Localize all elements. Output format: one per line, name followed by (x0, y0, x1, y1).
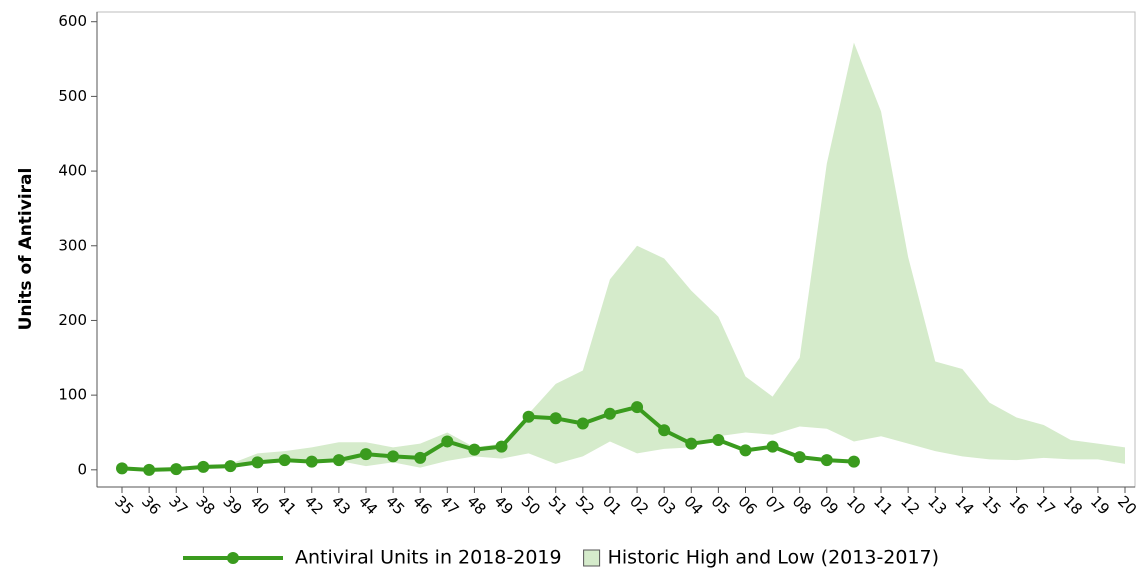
series-marker (576, 417, 589, 430)
x-tick-label: 07 (762, 492, 788, 518)
series-marker (278, 454, 291, 467)
x-tick-label: 06 (734, 492, 760, 518)
x-tick-label: 39 (219, 492, 245, 518)
x-tick-label: 41 (274, 492, 300, 518)
x-tick-label: 18 (1060, 492, 1086, 518)
x-tick-label: 35 (111, 492, 137, 518)
series-marker (549, 412, 562, 425)
x-tick-label: 08 (789, 492, 815, 518)
y-tick-label: 600 (58, 12, 87, 30)
x-tick-label: 15 (978, 492, 1004, 518)
y-tick-label: 500 (58, 87, 87, 105)
series-marker (658, 424, 671, 437)
x-tick-label: 02 (626, 492, 652, 518)
y-axis-label: Units of Antiviral (16, 168, 36, 331)
x-tick-label: 52 (572, 492, 598, 518)
x-tick-label: 38 (192, 492, 218, 518)
series-marker (522, 410, 535, 423)
x-tick-label: 16 (1006, 492, 1032, 518)
legend-label: Historic High and Low (2013-2017) (608, 547, 939, 569)
legend-marker (227, 552, 239, 564)
series-marker (251, 456, 264, 469)
x-tick-label: 51 (545, 492, 571, 518)
x-tick-label: 10 (843, 492, 869, 518)
x-tick-label: 45 (382, 492, 408, 518)
series-marker (305, 455, 318, 468)
x-tick-label: 42 (301, 492, 327, 518)
x-tick-label: 50 (518, 492, 544, 518)
series-marker (766, 440, 779, 453)
series-marker (143, 463, 156, 476)
series-marker (685, 437, 698, 450)
series-marker (197, 460, 210, 473)
x-tick-label: 19 (1087, 492, 1113, 518)
x-tick-label: 46 (409, 492, 435, 518)
legend-label: Antiviral Units in 2018-2019 (295, 547, 562, 569)
x-tick-label: 12 (897, 492, 923, 518)
series-marker (414, 451, 427, 464)
x-tick-label: 04 (680, 492, 706, 518)
series-marker (441, 435, 454, 448)
series-marker (603, 407, 616, 420)
y-tick-label: 100 (58, 386, 87, 404)
x-tick-label: 01 (599, 492, 625, 518)
series-marker (387, 450, 400, 463)
series-marker (359, 448, 372, 461)
x-tick-label: 09 (816, 492, 842, 518)
series-marker (116, 462, 128, 475)
x-tick-label: 36 (138, 492, 164, 518)
x-tick-label: 47 (436, 492, 462, 518)
y-tick-label: 200 (58, 311, 87, 329)
x-tick-label: 49 (491, 492, 517, 518)
legend-swatch (583, 549, 601, 567)
historic-band (122, 42, 1125, 470)
x-tick-label: 48 (463, 492, 489, 518)
y-tick-label: 300 (58, 236, 87, 254)
series-marker (712, 433, 725, 446)
x-tick-label: 11 (870, 492, 896, 518)
x-tick-label: 03 (653, 492, 679, 518)
series-marker (495, 440, 508, 453)
series-marker (224, 460, 237, 473)
x-tick-label: 43 (328, 492, 354, 518)
series-line (121, 405, 855, 472)
x-tick-label: 13 (924, 492, 950, 518)
series-marker (332, 454, 345, 467)
x-tick-label: 44 (355, 492, 381, 518)
series-marker (631, 401, 644, 414)
x-tick-label: 37 (165, 492, 191, 518)
x-tick-label: 17 (1033, 492, 1059, 518)
y-tick-label: 400 (58, 162, 87, 180)
series-marker (793, 451, 806, 464)
series-marker (170, 463, 183, 476)
y-tick-label: 0 (77, 460, 87, 478)
x-tick-label: 20 (1114, 492, 1137, 518)
series-marker (847, 455, 860, 468)
x-tick-label: 40 (247, 492, 273, 518)
series-marker (739, 444, 752, 457)
x-tick-label: 05 (707, 492, 733, 518)
series-marker (820, 454, 833, 467)
series-marker (468, 443, 481, 456)
x-tick-label: 14 (951, 492, 977, 518)
